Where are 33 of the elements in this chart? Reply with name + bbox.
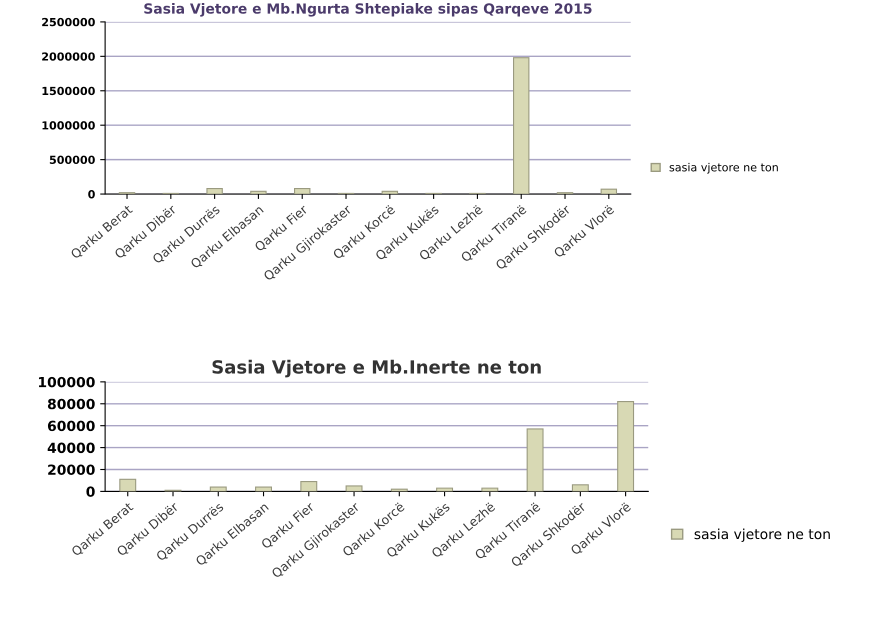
bar xyxy=(294,188,310,194)
y-tick-label: 0 xyxy=(88,190,95,198)
chart-title: Sasia Vjetore e Mb.Ngurta Shtepiake sipas Qarqeve 2015 xyxy=(144,3,592,17)
y-tick-label: 20000 xyxy=(48,464,95,475)
bar xyxy=(382,190,398,194)
y-tick-label: 100000 xyxy=(38,376,95,388)
y-tick-label: 2500000 xyxy=(42,18,95,26)
bar xyxy=(526,428,544,492)
bar xyxy=(617,401,634,492)
y-tick-label: 0 xyxy=(86,486,95,497)
bar xyxy=(119,478,136,492)
bar xyxy=(210,486,227,492)
y-tick-label: 80000 xyxy=(48,398,95,410)
legend-label: sasia vjetore ne ton xyxy=(694,528,830,542)
bar xyxy=(436,488,454,492)
bar xyxy=(255,486,272,492)
bar xyxy=(513,57,530,194)
y-tick-label: 1500000 xyxy=(42,86,95,96)
bar xyxy=(300,480,318,492)
bar xyxy=(572,484,589,492)
bar xyxy=(481,488,498,492)
legend-label: sasia vjetore ne ton xyxy=(670,162,778,174)
chart-title: Sasia Vjetore e Mb.Inerte ne ton xyxy=(212,360,541,378)
bar xyxy=(346,485,363,492)
y-tick-label: 60000 xyxy=(48,420,95,432)
y-tick-label: 2000000 xyxy=(42,52,95,61)
bar xyxy=(250,190,267,194)
y-tick-label: 40000 xyxy=(48,442,95,454)
bar xyxy=(600,188,618,194)
y-tick-label: 1000000 xyxy=(42,121,95,130)
bar xyxy=(206,188,223,194)
y-tick-label: 500000 xyxy=(50,156,95,164)
bar xyxy=(390,488,408,492)
